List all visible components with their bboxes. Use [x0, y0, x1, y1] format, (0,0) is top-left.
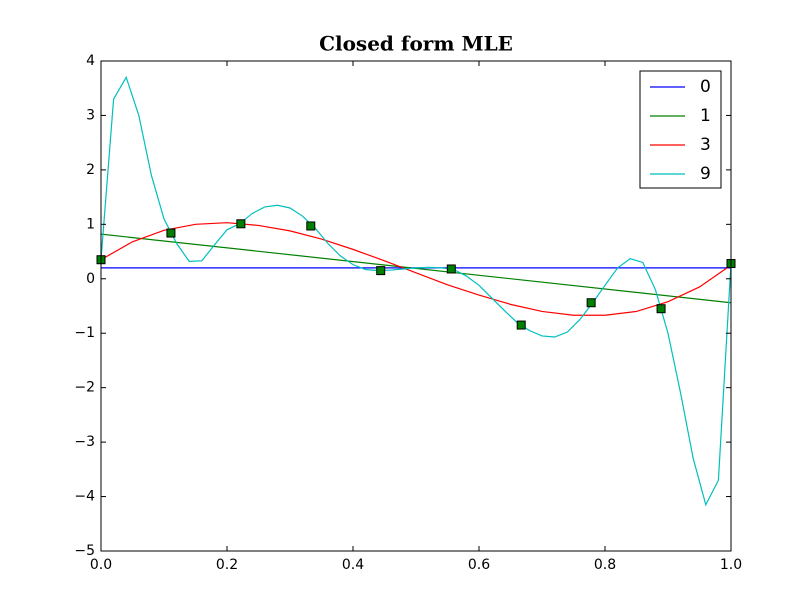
x-tick-label: 1.0 [720, 557, 742, 573]
y-tick-label: 2 [86, 162, 95, 178]
x-tick-label: 0.4 [342, 557, 364, 573]
y-tick-label: 1 [86, 216, 95, 232]
y-tick-label: −4 [74, 489, 95, 505]
y-tick-label: −1 [74, 325, 95, 341]
y-tick-label: −3 [74, 434, 95, 450]
data-point [166, 228, 176, 238]
y-tick-label: 3 [86, 107, 95, 123]
y-tick-label: −2 [74, 380, 95, 396]
data-point [516, 320, 526, 330]
data-point [306, 221, 316, 231]
legend-label: 0 [700, 77, 711, 97]
x-tick-label: 0.8 [594, 557, 616, 573]
legend-label: 9 [700, 164, 711, 184]
y-tick-label: −5 [74, 543, 95, 559]
series-line [101, 75, 731, 507]
data-point [586, 298, 596, 308]
y-tick-label: 0 [86, 271, 95, 287]
data-point [446, 264, 456, 274]
chart-title: Closed form MLE [319, 32, 513, 56]
x-tick-label: 0.2 [216, 557, 238, 573]
legend-box [639, 70, 722, 189]
series-line [101, 222, 731, 316]
plot-frame [100, 60, 732, 552]
legend-label: 1 [700, 106, 711, 126]
y-tick-label: 4 [86, 53, 95, 69]
x-tick-label: 0.0 [90, 557, 112, 573]
x-tick-label: 0.6 [468, 557, 490, 573]
data-point [376, 266, 386, 276]
legend-label: 3 [700, 135, 711, 155]
data-point [656, 304, 666, 314]
data-point [236, 219, 246, 229]
